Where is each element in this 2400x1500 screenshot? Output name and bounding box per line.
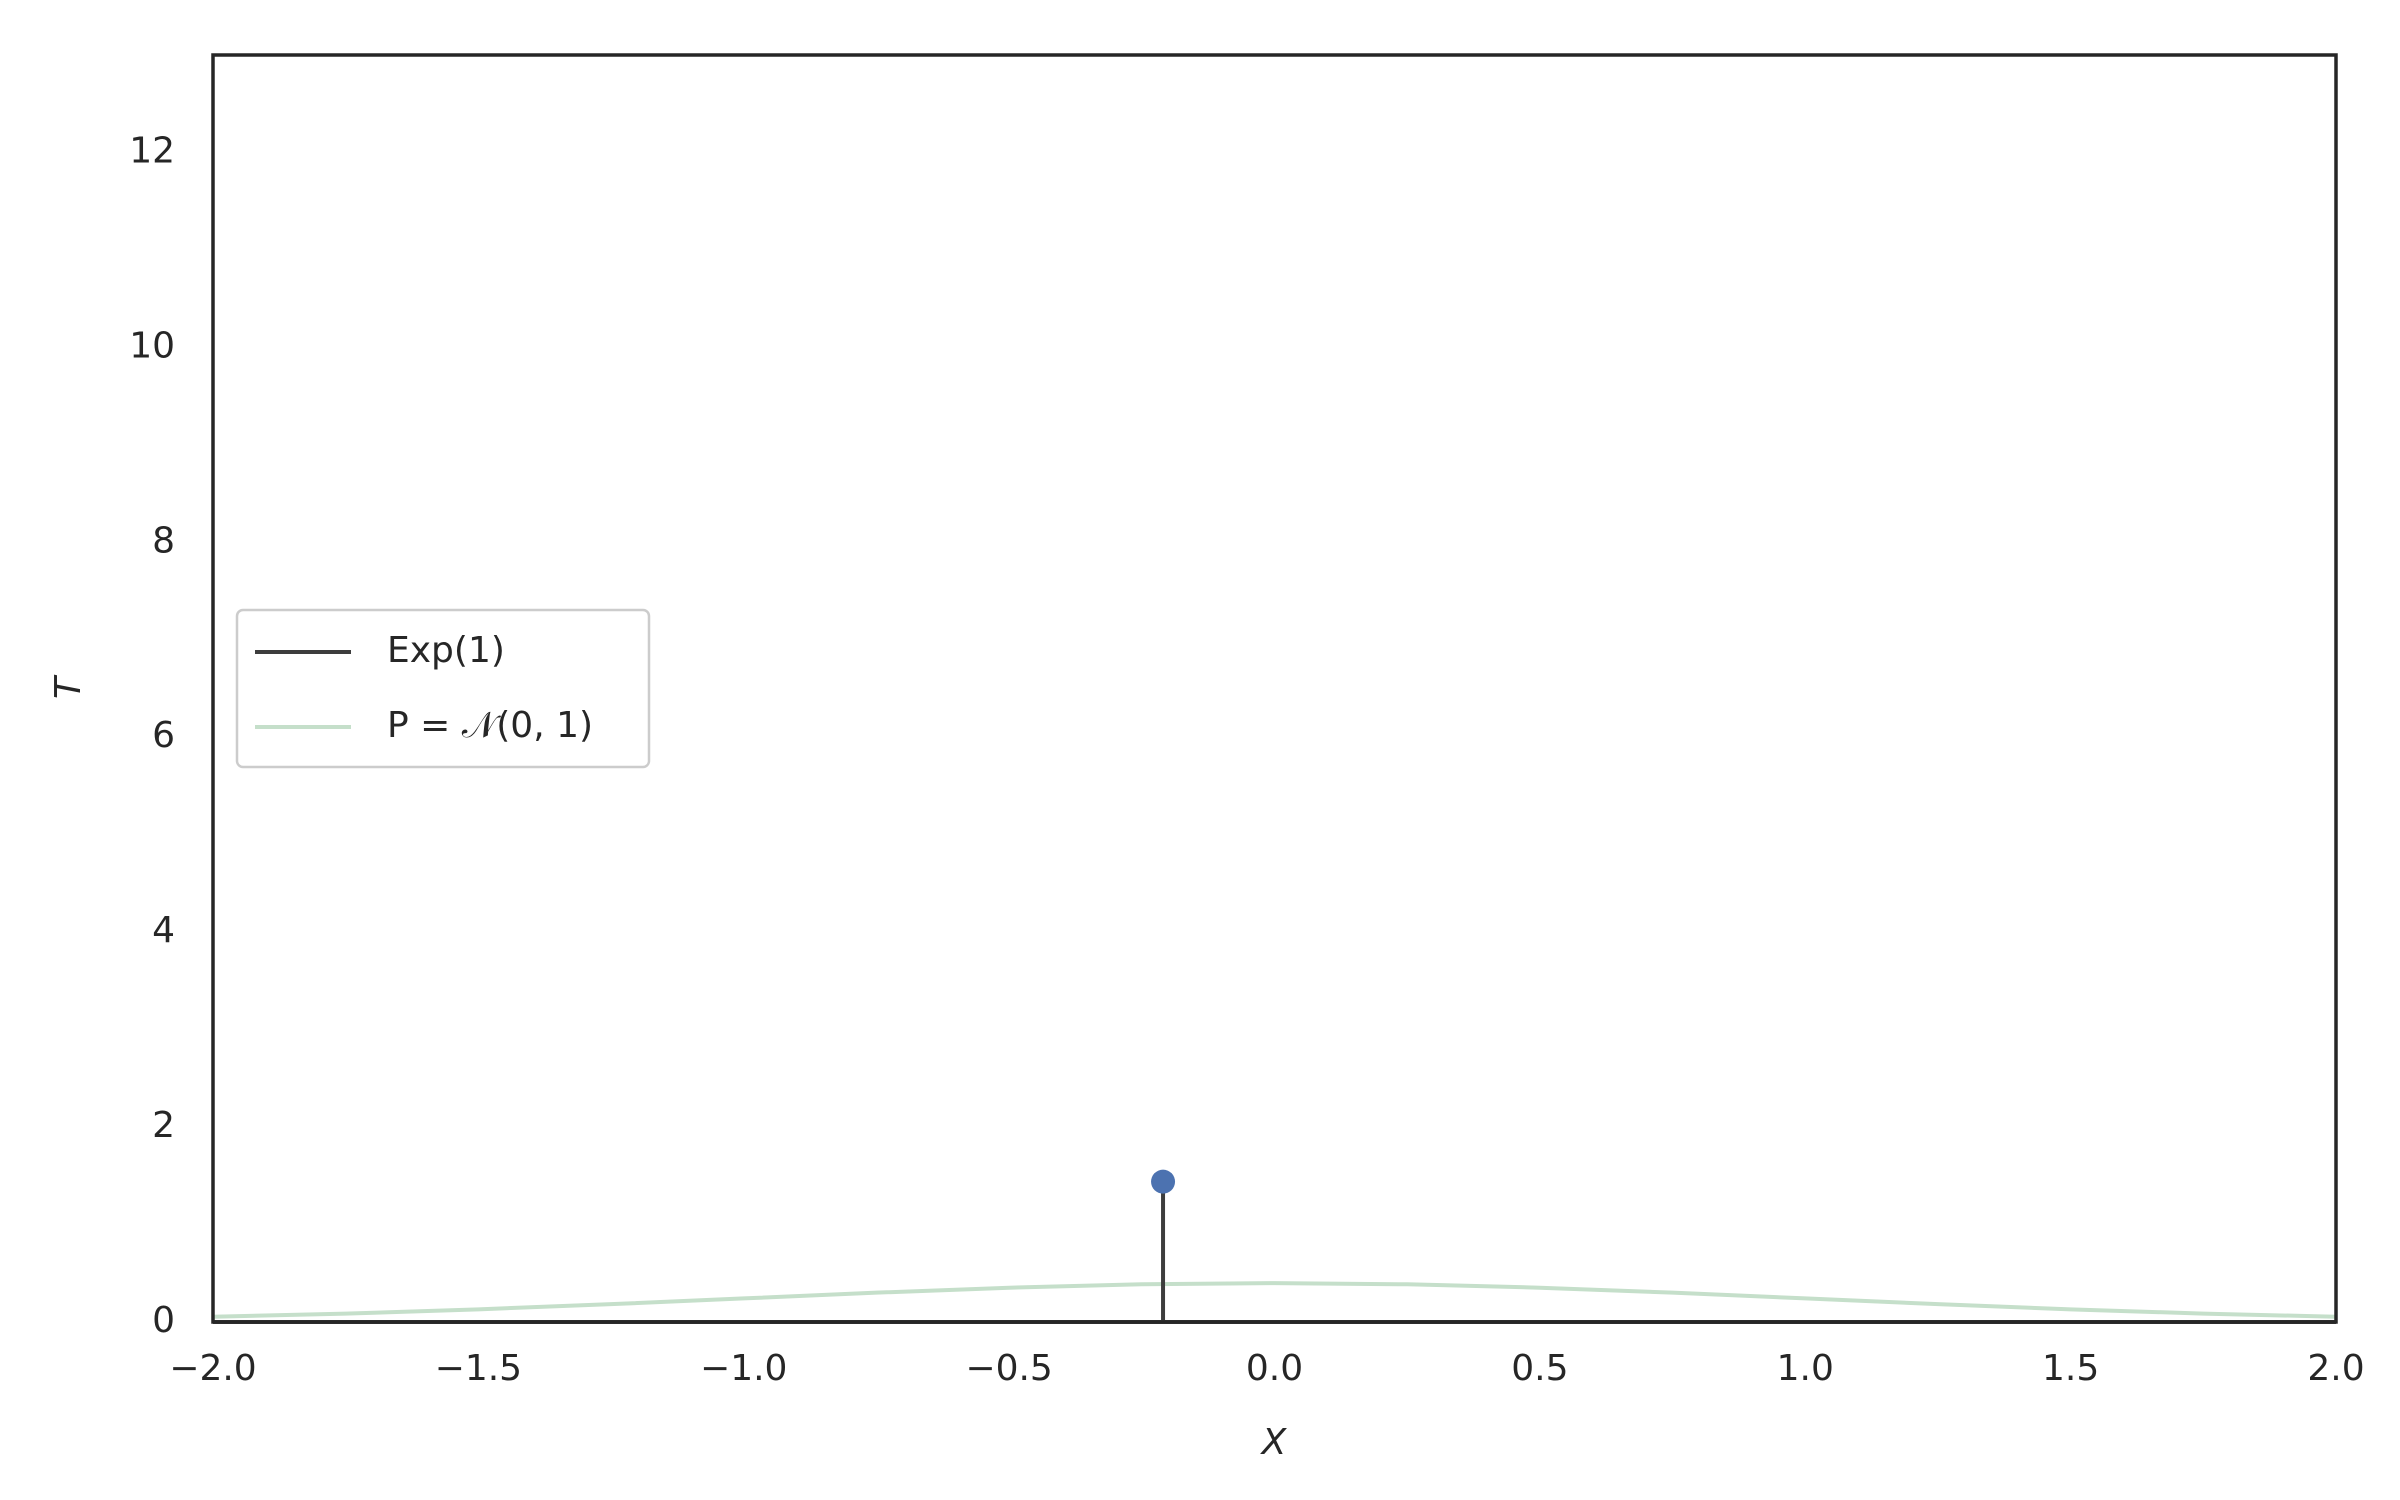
series-line (212, 1281, 2337, 1319)
y-tick-label: 0 (152, 1300, 175, 1341)
x-tick-label: 0.0 (1246, 1348, 1303, 1389)
y-tick-label: 10 (129, 325, 175, 366)
y-tick-label: 12 (129, 130, 175, 171)
x-tick-label: 0.5 (1511, 1348, 1568, 1389)
x-tick-label: 1.0 (1777, 1348, 1834, 1389)
plot-frame (211, 53, 2338, 1324)
y-tick-label: 2 (152, 1105, 175, 1146)
x-tick-label: 1.5 (2042, 1348, 2099, 1389)
x-tick-label: 2.0 (2307, 1348, 2364, 1389)
y-tick-label: 6 (152, 715, 175, 756)
x-tick-label: −2.0 (169, 1348, 256, 1389)
stem-marker (1151, 1169, 1176, 1194)
y-axis-label: T (48, 674, 89, 699)
x-axis-label: X (1260, 1422, 1288, 1463)
x-tick-label: −1.0 (700, 1348, 787, 1389)
x-tick-label: −0.5 (965, 1348, 1052, 1389)
y-tick-label: 8 (152, 520, 175, 561)
y-tick-label: 4 (152, 910, 175, 951)
legend-label: Exp(1) (387, 630, 505, 671)
x-tick-label: −1.5 (435, 1348, 522, 1389)
legend-label: P = 𝒩(0, 1) (387, 705, 593, 746)
